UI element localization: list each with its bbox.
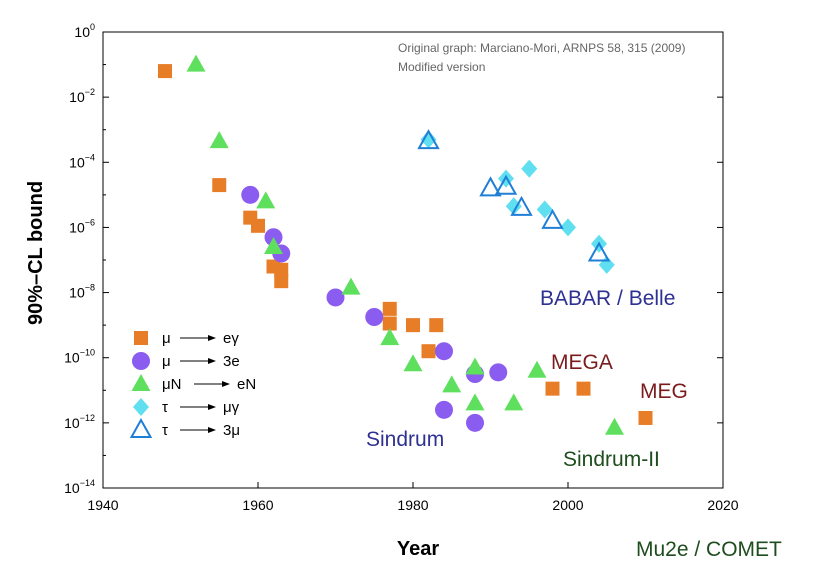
x-axis-title: Year (397, 538, 439, 560)
x-tick-label: 2020 (707, 497, 738, 513)
data-point-series-3 (521, 159, 538, 178)
data-point-series-0 (158, 64, 172, 79)
data-point-series-0 (406, 318, 420, 333)
x-tick-label: 2000 (552, 497, 583, 513)
legend-arrow-head (208, 358, 216, 364)
data-point-series-2 (380, 328, 400, 346)
data-point-series-0 (429, 318, 444, 333)
legend-marker (132, 352, 150, 370)
data-point-series-1 (365, 308, 384, 326)
data-point-series-1 (435, 400, 453, 419)
data-point-series-4 (587, 241, 611, 262)
annotation-mega: MEGA (551, 351, 613, 374)
data-point-series-1 (241, 185, 260, 204)
data-point-series-3 (420, 130, 437, 149)
legend: μ eγ μ 3e μN eN τ μγ τ 3μ (129, 330, 256, 439)
data-point-series-0 (212, 178, 227, 193)
annotation-sindrum-ii: Sindrum-II (563, 448, 660, 471)
data-point-series-4 (479, 176, 502, 197)
y-tick-label: 10−14 (64, 478, 95, 496)
legend-label-left: μ (162, 330, 171, 347)
legend-label-left: μN (162, 376, 181, 393)
data-point-series-0 (421, 344, 436, 359)
y-tick-label: 10−10 (64, 348, 95, 366)
legend-label-left: μ (162, 353, 171, 370)
data-point-series-3 (536, 200, 553, 219)
legend-label-right: eN (237, 376, 256, 393)
data-point-series-1 (435, 342, 453, 361)
data-point-series-2 (264, 236, 283, 254)
plot-frame (102, 31, 724, 489)
data-point-series-0 (576, 381, 591, 396)
data-point-series-2 (403, 354, 423, 372)
legend-label-right: eγ (223, 330, 239, 347)
x-tick-label: 1960 (242, 497, 273, 513)
x-axis: 1940 1960 1980 2000 2020 (87, 482, 739, 513)
data-point-series-2 (209, 131, 229, 149)
note-modified: Modified version (398, 60, 485, 74)
annotation-babar-belle: BABAR / Belle (540, 287, 675, 310)
legend-arrow-head (208, 404, 216, 410)
data-point-series-0 (382, 301, 397, 316)
data-point-series-2 (341, 277, 361, 295)
legend-marker (134, 331, 148, 345)
data-point-series-4 (541, 208, 564, 229)
y-tick-label: 10−8 (69, 283, 95, 301)
legend-label-left: τ (162, 422, 168, 439)
y-axis-title: 90%–CL bound (25, 181, 47, 325)
y-tick-label: 10−6 (69, 217, 95, 235)
legend-label-right: 3e (223, 353, 240, 370)
note-source: Original graph: Marciano-Mori, ARNPS 58,… (398, 41, 685, 55)
x-tick-label: 1980 (397, 497, 428, 513)
y-tick-label: 10−4 (69, 152, 95, 170)
y-tick-label: 100 (74, 22, 95, 40)
data-point-series-3 (505, 197, 522, 216)
legend-label-right: μγ (223, 399, 240, 416)
data-point-series-0 (638, 410, 653, 425)
annotation-sindrum: Sindrum (366, 428, 444, 451)
data-point-series-0 (382, 316, 397, 331)
data-point-series-4 (494, 174, 518, 195)
data-point-series-0 (251, 218, 265, 233)
legend-arrow-head (222, 381, 230, 387)
data-point-series-0 (274, 274, 289, 289)
data-point-series-3 (560, 218, 576, 237)
data-point-series-0 (545, 381, 560, 396)
legend-label-left: τ (162, 399, 168, 416)
legend-marker (129, 417, 153, 438)
legend-label-right: 3μ (223, 422, 240, 439)
data-point-series-4 (510, 195, 533, 216)
data-point-series-2 (465, 357, 485, 375)
annotation-meg: MEG (640, 380, 688, 403)
data-point-series-4 (417, 129, 440, 150)
data-point-series-1 (489, 363, 508, 382)
legend-marker (133, 398, 149, 416)
y-tick-label: 10−12 (64, 413, 95, 431)
data-point-series-2 (442, 375, 462, 393)
y-tick-label: 10−2 (69, 87, 95, 105)
data-point-series-2 (186, 54, 206, 72)
data-point-series-2 (605, 417, 624, 435)
legend-marker (131, 374, 151, 391)
data-point-series-0 (274, 262, 289, 277)
legend-arrow-head (208, 427, 216, 433)
x-tick-label: 1940 (87, 497, 118, 513)
data-point-series-2 (504, 393, 524, 411)
data-marks (158, 54, 653, 435)
data-point-series-2 (527, 360, 547, 378)
data-point-series-1 (326, 288, 345, 307)
legend-arrow-head (208, 335, 216, 341)
annotation-mu2e-comet: Mu2e / COMET (636, 538, 782, 561)
data-point-series-2 (256, 191, 276, 209)
data-point-series-2 (465, 393, 485, 411)
data-point-series-1 (466, 413, 484, 432)
y-axis: 100 10−2 10−4 10−6 10−8 10−10 10−12 10−14 (64, 22, 723, 496)
